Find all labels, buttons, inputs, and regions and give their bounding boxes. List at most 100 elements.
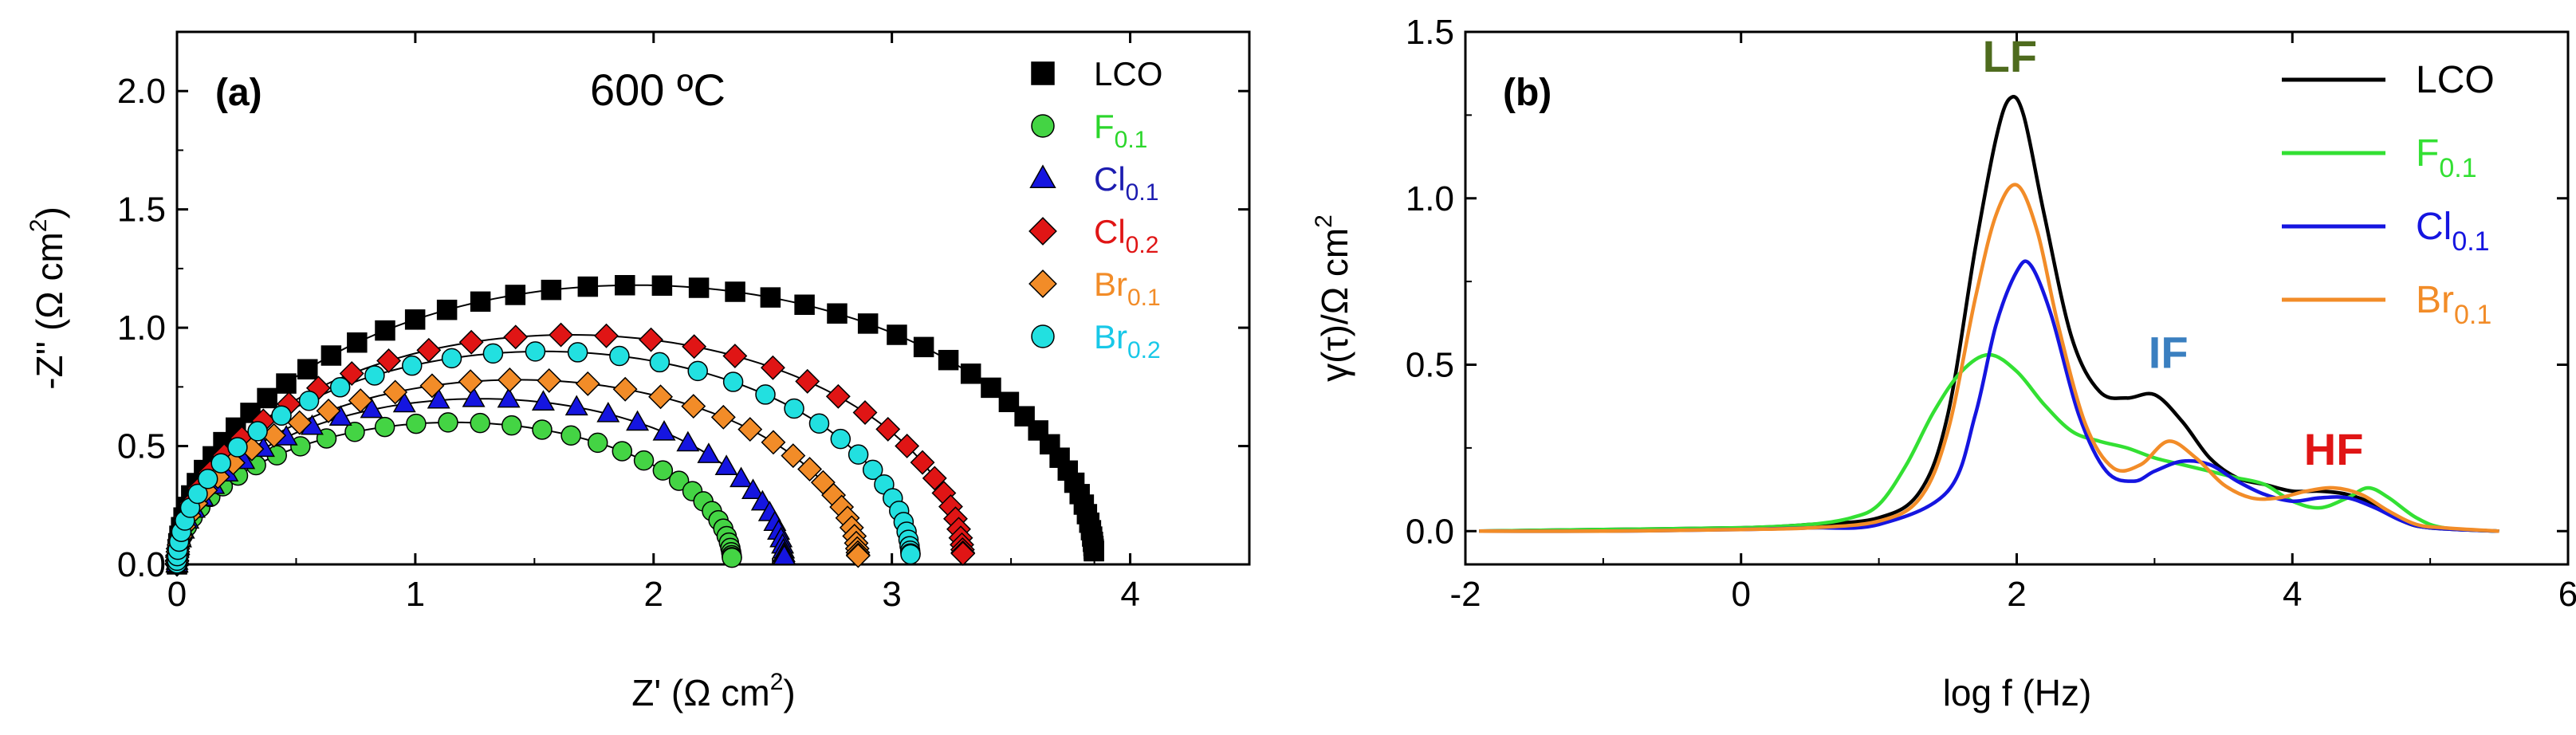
a-point-Br0.2 — [271, 405, 292, 426]
a-point-Br0.1 — [419, 373, 445, 399]
a-point-Br0.2 — [329, 377, 351, 398]
a-point-Cl0.2 — [875, 416, 901, 442]
a-point-Cl0.2 — [760, 355, 785, 380]
b-legend-label-base: F — [2416, 132, 2439, 175]
a-point-LCO — [297, 359, 318, 379]
b-series-line-F0.1 — [1479, 352, 2499, 533]
panel-b-series-lines — [1479, 95, 2499, 533]
a-point-LCO — [857, 313, 879, 334]
b-y-tick-label: 1.5 — [1406, 13, 1454, 52]
a-point-Br0.2 — [187, 483, 208, 505]
b-x-tick-label: 2 — [2007, 575, 2026, 614]
a-point-LCO — [1028, 420, 1048, 441]
a-point-Cl0.1 — [676, 430, 700, 452]
a-legend-label-4: Br0.1 — [1094, 265, 1161, 311]
a-point-Cl0.1 — [564, 395, 588, 416]
a-point-Br0.1 — [681, 394, 706, 419]
a-point-Br0.1 — [737, 417, 763, 442]
a-legend-label-3: Cl0.2 — [1094, 213, 1158, 258]
a-point-F0.1 — [587, 432, 608, 454]
a-point-Cl0.1 — [773, 544, 796, 565]
a-legend-label-5: Br0.2 — [1094, 318, 1161, 364]
a-point-F0.1 — [612, 441, 633, 462]
a-point-Br0.2 — [247, 421, 268, 442]
a-legend-marker-3 — [1028, 217, 1057, 246]
a-point-Br0.2 — [900, 544, 921, 565]
a-point-LCO — [938, 349, 959, 371]
a-y-tick-label: 2.0 — [117, 72, 166, 111]
a-point-Cl0.2 — [895, 433, 920, 458]
a-point-F0.1 — [560, 425, 581, 446]
a-point-Cl0.1 — [392, 391, 416, 413]
a-point-LCO — [436, 299, 458, 320]
a-legend-label-sub: 0.1 — [1127, 285, 1161, 311]
a-point-Cl0.2 — [795, 368, 820, 394]
a-point-Br0.1 — [287, 410, 313, 435]
a-point-Br0.2 — [298, 391, 320, 411]
a-point-Br0.1 — [575, 371, 600, 396]
panel-a-title: 600 ºC — [590, 65, 726, 115]
a-point-LCO — [541, 279, 562, 301]
b-y-tick-label: 1.0 — [1406, 179, 1454, 218]
a-point-Cl0.2 — [639, 327, 664, 352]
a-legend-marker-4 — [1028, 269, 1057, 298]
a-legend-label-base: Cl — [1094, 213, 1126, 250]
a-point-Cl0.1 — [714, 454, 738, 475]
a-y-tick-label: 0.5 — [117, 427, 166, 466]
panel-b-label: (b) — [1503, 72, 1551, 114]
a-point-LCO — [321, 345, 342, 366]
a-point-Cl0.2 — [910, 450, 935, 475]
a-point-Br0.1 — [845, 543, 871, 568]
b-legend-label-sub: 0.1 — [2454, 300, 2491, 330]
a-point-LCO — [505, 285, 526, 305]
a-point-LCO — [276, 373, 297, 394]
a-point-Br0.1 — [710, 404, 736, 430]
a-legend-marker-1 — [1031, 114, 1055, 138]
panel-a-data-points — [164, 275, 1104, 577]
a-point-LCO — [404, 309, 426, 330]
a-point-Br0.2 — [722, 371, 744, 392]
b-series-line-Br0.1 — [1479, 183, 2499, 533]
a-point-Br0.2 — [649, 352, 671, 373]
a-point-LCO — [347, 332, 368, 353]
a-legend-marker-0 — [1031, 61, 1055, 85]
a-point-LCO — [913, 336, 934, 358]
a-legend-label-sub: 0.2 — [1126, 232, 1159, 258]
a-point-Br0.1 — [383, 379, 408, 405]
a-point-Cl0.1 — [741, 478, 765, 500]
a-point-LCO — [470, 291, 491, 312]
a-legend-label-sub: 0.2 — [1127, 337, 1161, 364]
b-legend-label-sub: 0.1 — [2439, 153, 2476, 183]
panel-b-x-axis-label: log f (Hz) — [1943, 672, 2092, 713]
a-point-Cl0.1 — [360, 397, 383, 419]
a-y-tick-label: 1.0 — [117, 309, 166, 348]
a-point-Br0.2 — [687, 360, 708, 382]
panel-b-ticks: -2 0 2 4 6 0.0 0.5 1.0 1.5 — [1406, 13, 2576, 614]
a-point-Br0.1 — [348, 388, 373, 414]
a-point-Cl0.2 — [922, 466, 947, 491]
a-point-Br0.2 — [784, 398, 804, 419]
a-point-F0.1 — [668, 470, 690, 491]
a-point-Cl0.1 — [697, 442, 721, 463]
b-legend-label-base: LCO — [2416, 59, 2495, 101]
a-point-LCO — [615, 275, 635, 296]
a-legend-marker-2 — [1029, 164, 1056, 188]
a-point-LCO — [887, 324, 907, 345]
a-point-F0.1 — [344, 422, 365, 442]
a-point-Br0.1 — [648, 384, 674, 410]
a-point-Cl0.2 — [549, 322, 574, 348]
a-point-F0.1 — [438, 412, 458, 433]
a-point-LCO — [688, 277, 710, 298]
a-point-LCO — [794, 294, 815, 316]
a-point-LCO — [725, 281, 745, 302]
a-point-LCO — [760, 287, 781, 308]
a-legend-label-base: F — [1094, 108, 1115, 145]
a-y-tick-label: 0.0 — [117, 545, 166, 584]
a-point-Cl0.2 — [458, 329, 484, 355]
a-point-LCO — [375, 320, 395, 341]
a-point-Br0.1 — [781, 443, 806, 469]
a-legend-label-base: Br — [1094, 265, 1127, 303]
panel-a-nyquist-plot: 0 1 2 3 40.00.51.01.52.0 (a) 600 ºC LCOF0.1C… — [26, 30, 1251, 713]
